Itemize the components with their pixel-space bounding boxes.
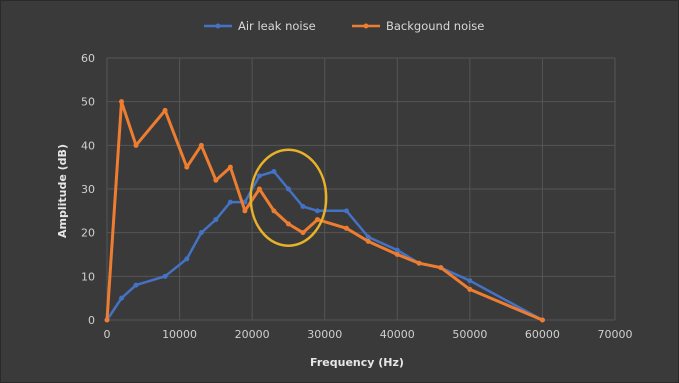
data-point-air-leak — [314, 208, 320, 214]
data-point-air-leak — [227, 199, 233, 205]
data-point-air-leak — [300, 203, 306, 209]
data-point-background — [119, 99, 125, 105]
y-axis-title: Amplitude (dB) — [56, 144, 69, 238]
data-point-air-leak — [285, 186, 291, 192]
data-point-air-leak — [133, 282, 139, 288]
data-point-background — [285, 221, 291, 227]
data-point-background — [438, 265, 444, 271]
x-tick-label: 50000 — [452, 328, 487, 341]
x-tick-label: 10000 — [162, 328, 197, 341]
y-tick-label: 10 — [81, 270, 95, 283]
legend-item-air-leak: Air leak noise — [204, 19, 316, 33]
data-point-air-leak — [162, 273, 168, 279]
highlight-circle — [249, 148, 328, 248]
data-point-background — [213, 177, 219, 183]
data-point-background — [133, 142, 139, 148]
legend-item-background: Backgound noise — [352, 19, 484, 33]
highlight-annotation — [249, 148, 328, 248]
data-point-background — [416, 260, 422, 266]
series-lines — [104, 99, 545, 323]
data-point-background — [184, 164, 190, 170]
legend-marker-air-leak — [215, 23, 221, 29]
data-point-air-leak — [271, 169, 277, 175]
data-point-background — [162, 107, 168, 113]
x-axis-title: Frequency (Hz) — [310, 356, 404, 369]
y-tick-label: 40 — [81, 139, 95, 152]
legend-marker-background — [363, 23, 369, 29]
data-point-background — [104, 317, 110, 323]
data-point-air-leak — [119, 295, 125, 301]
y-tick-label: 20 — [81, 227, 95, 240]
data-point-background — [365, 238, 371, 244]
legend: Air leak noise Backgound noise — [204, 19, 484, 33]
data-point-air-leak — [256, 173, 262, 179]
data-point-background — [394, 252, 400, 257]
x-tick-label: 60000 — [525, 328, 560, 341]
legend-label-background: Backgound noise — [386, 19, 484, 33]
data-point-background — [300, 230, 306, 236]
legend-label-air-leak: Air leak noise — [238, 19, 316, 33]
data-point-air-leak — [467, 278, 473, 284]
data-point-background — [242, 208, 248, 214]
y-tick-labels: 0 10 20 30 40 50 60 — [81, 52, 95, 327]
grid-lines — [106, 57, 616, 321]
data-point-background — [314, 217, 320, 223]
data-point-background — [539, 317, 545, 323]
y-tick-label: 0 — [88, 314, 95, 327]
x-tick-label: 0 — [104, 328, 111, 341]
x-tick-label: 40000 — [380, 328, 415, 341]
data-point-air-leak — [213, 217, 219, 223]
data-point-air-leak — [394, 247, 400, 253]
data-point-air-leak — [343, 208, 349, 214]
data-point-air-leak — [184, 256, 190, 262]
data-point-background — [271, 208, 277, 214]
data-point-background — [198, 142, 204, 148]
x-tick-label: 20000 — [235, 328, 270, 341]
data-point-background — [256, 186, 262, 192]
x-tick-label: 70000 — [598, 328, 633, 341]
y-tick-label: 60 — [81, 52, 95, 65]
y-tick-label: 30 — [81, 183, 95, 196]
data-point-background — [227, 164, 233, 170]
data-point-background — [343, 225, 349, 231]
y-tick-label: 50 — [81, 96, 95, 109]
x-tick-label: 30000 — [307, 328, 342, 341]
data-point-background — [467, 286, 473, 292]
data-point-air-leak — [198, 230, 204, 236]
data-point-air-leak — [365, 234, 371, 240]
x-tick-labels: 0 10000 20000 30000 40000 50000 60000 70000 — [104, 328, 633, 341]
